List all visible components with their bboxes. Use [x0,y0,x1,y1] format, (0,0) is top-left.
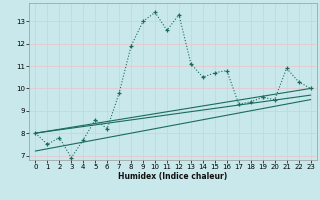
X-axis label: Humidex (Indice chaleur): Humidex (Indice chaleur) [118,172,228,181]
